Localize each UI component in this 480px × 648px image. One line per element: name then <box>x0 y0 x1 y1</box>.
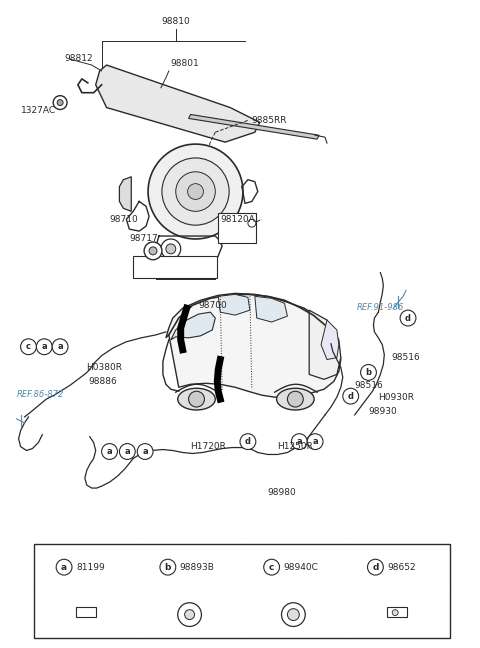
Text: c: c <box>26 342 31 351</box>
Text: d: d <box>348 391 354 400</box>
Text: 98717: 98717 <box>129 235 158 244</box>
Text: H1250R: H1250R <box>277 442 313 451</box>
Text: a: a <box>107 447 112 456</box>
Text: 98801: 98801 <box>171 58 200 67</box>
Text: 9885RR: 9885RR <box>252 116 288 125</box>
Circle shape <box>288 608 300 621</box>
Text: 98886: 98886 <box>89 377 118 386</box>
Bar <box>76 607 96 617</box>
Text: 98812: 98812 <box>64 54 93 63</box>
Circle shape <box>36 339 52 354</box>
Text: REF.91-986: REF.91-986 <box>357 303 404 312</box>
Text: d: d <box>405 314 411 323</box>
Bar <box>133 256 217 277</box>
Text: H0380R: H0380R <box>86 363 122 372</box>
Circle shape <box>307 434 323 450</box>
Polygon shape <box>255 296 288 322</box>
Circle shape <box>166 244 176 254</box>
Circle shape <box>240 434 256 450</box>
Text: a: a <box>297 437 302 446</box>
Text: a: a <box>142 447 148 456</box>
Text: 98652: 98652 <box>387 562 416 572</box>
Text: 98893B: 98893B <box>180 562 215 572</box>
Text: H0930R: H0930R <box>378 393 414 402</box>
Circle shape <box>144 242 162 260</box>
Circle shape <box>188 183 204 200</box>
Polygon shape <box>218 294 250 315</box>
Bar <box>35 544 450 638</box>
Circle shape <box>149 247 157 255</box>
Circle shape <box>291 434 307 450</box>
Circle shape <box>281 603 305 627</box>
Circle shape <box>248 219 256 227</box>
Circle shape <box>400 310 416 326</box>
Circle shape <box>264 559 279 575</box>
Text: 98516: 98516 <box>391 353 420 362</box>
Circle shape <box>368 559 384 575</box>
Circle shape <box>185 610 194 619</box>
Circle shape <box>189 391 204 407</box>
Text: a: a <box>61 562 67 572</box>
Polygon shape <box>309 310 341 379</box>
Circle shape <box>360 365 376 380</box>
Polygon shape <box>171 312 216 340</box>
Bar <box>387 607 407 617</box>
Text: d: d <box>245 437 251 446</box>
Circle shape <box>162 158 229 225</box>
Text: H1720R: H1720R <box>191 442 227 451</box>
Text: d: d <box>372 562 379 572</box>
Text: a: a <box>312 437 318 446</box>
Circle shape <box>57 100 63 106</box>
Circle shape <box>137 444 153 459</box>
Ellipse shape <box>276 388 314 410</box>
Ellipse shape <box>178 388 216 410</box>
Circle shape <box>160 559 176 575</box>
Circle shape <box>102 444 118 459</box>
Text: 98810: 98810 <box>161 17 190 26</box>
Circle shape <box>343 388 359 404</box>
Polygon shape <box>166 294 341 397</box>
Text: 1327AC: 1327AC <box>21 106 56 115</box>
Text: 98120A: 98120A <box>220 214 255 224</box>
Text: b: b <box>365 368 372 377</box>
Circle shape <box>178 603 202 627</box>
Polygon shape <box>120 177 131 211</box>
Circle shape <box>52 339 68 354</box>
Circle shape <box>161 239 180 259</box>
Circle shape <box>288 391 303 407</box>
Polygon shape <box>321 320 339 360</box>
Circle shape <box>56 559 72 575</box>
Text: c: c <box>269 562 274 572</box>
Polygon shape <box>189 115 319 139</box>
Text: 98700: 98700 <box>199 301 227 310</box>
Text: 98980: 98980 <box>268 487 297 496</box>
Text: 98516: 98516 <box>355 381 384 390</box>
Text: REF.86-872: REF.86-872 <box>17 389 64 399</box>
Text: 98930: 98930 <box>369 408 397 417</box>
Text: 81199: 81199 <box>76 562 105 572</box>
Circle shape <box>21 339 36 354</box>
Text: b: b <box>165 562 171 572</box>
Text: a: a <box>57 342 63 351</box>
Circle shape <box>53 96 67 110</box>
Text: a: a <box>41 342 47 351</box>
Circle shape <box>148 144 243 239</box>
Text: a: a <box>124 447 130 456</box>
Text: 98710: 98710 <box>109 214 138 224</box>
Bar <box>218 213 256 243</box>
Circle shape <box>120 444 135 459</box>
Circle shape <box>176 172 216 211</box>
Circle shape <box>392 610 398 616</box>
Polygon shape <box>96 65 260 142</box>
Text: 98940C: 98940C <box>284 562 318 572</box>
